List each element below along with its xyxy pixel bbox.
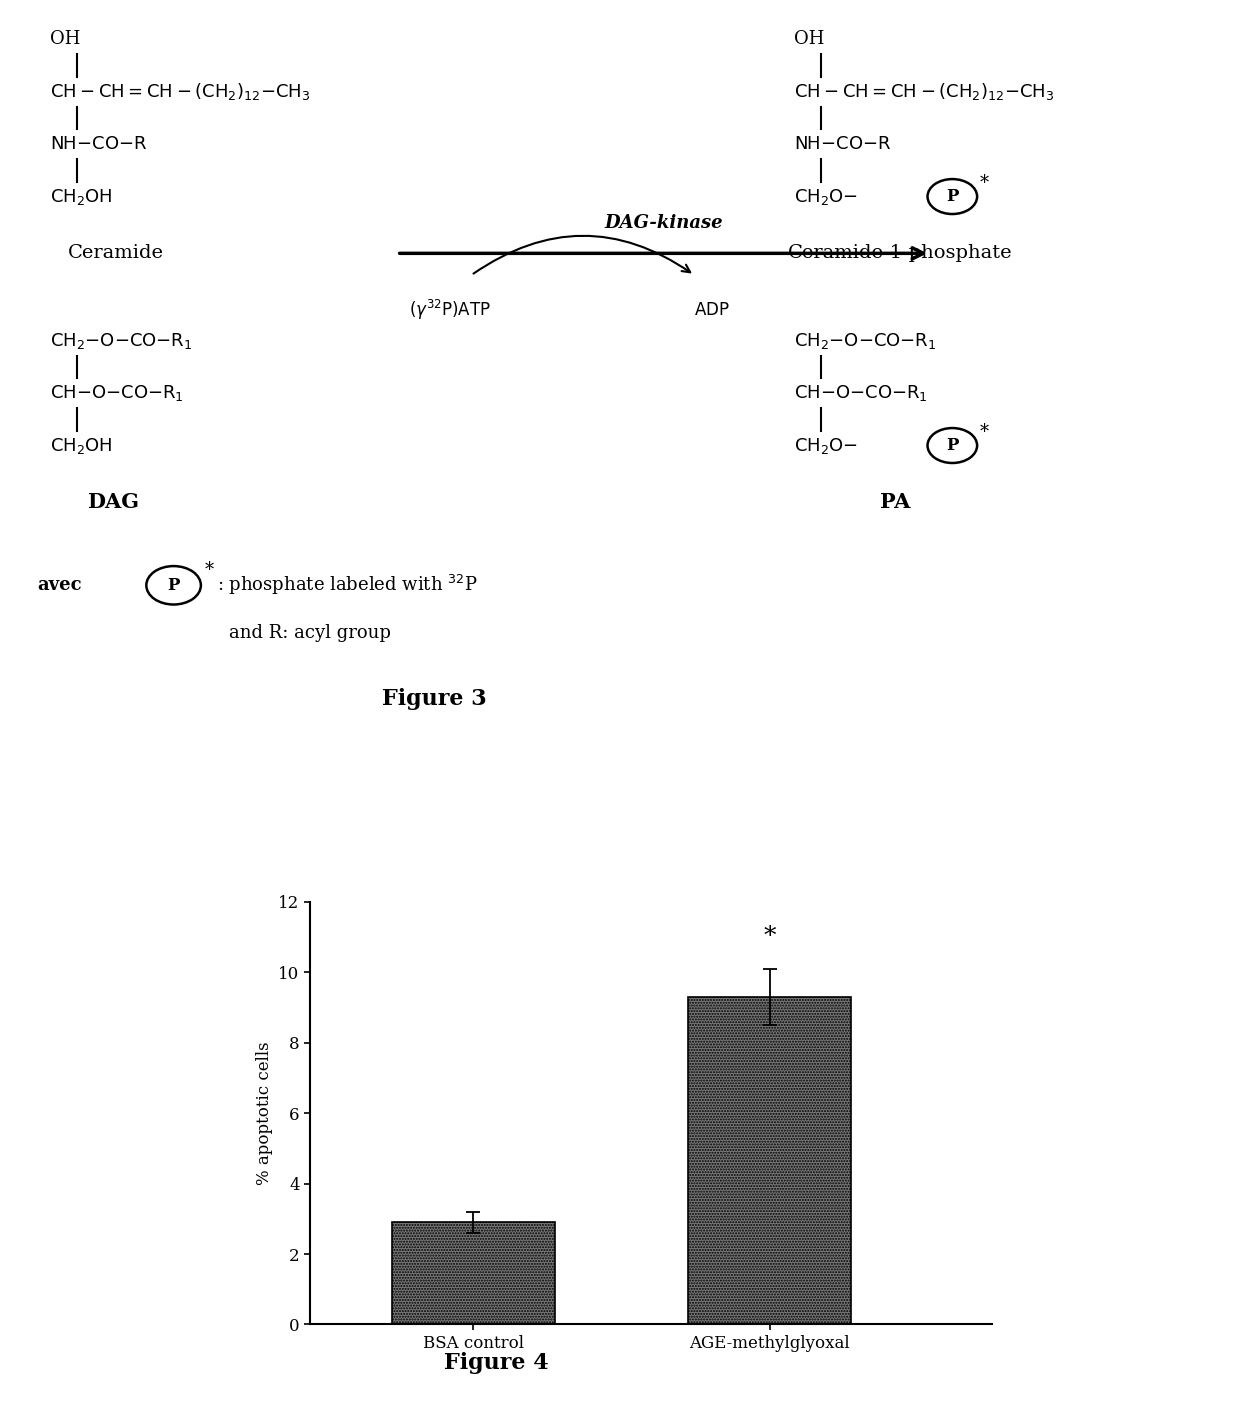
Text: $\mathsf{CH_2OH}$: $\mathsf{CH_2OH}$ [50,186,113,207]
Text: $\mathsf{NH{-}CO{-}R}$: $\mathsf{NH{-}CO{-}R}$ [50,135,146,154]
Text: OH: OH [50,31,79,48]
Y-axis label: % apoptotic cells: % apoptotic cells [255,1041,273,1185]
Text: $\mathsf{NH{-}CO{-}R}$: $\mathsf{NH{-}CO{-}R}$ [794,135,890,154]
Text: $\mathsf{CH-CH{=}CH-(CH_2)_{12}{-}CH_3}$: $\mathsf{CH-CH{=}CH-(CH_2)_{12}{-}CH_3}$ [794,82,1054,103]
Text: P: P [946,187,959,206]
Text: $\mathsf{CH_2O{-}}$: $\mathsf{CH_2O{-}}$ [794,186,858,207]
Text: PA: PA [880,492,910,513]
Text: : phosphate labeled with $^{32}$P: : phosphate labeled with $^{32}$P [217,573,477,597]
Text: *: * [764,924,776,947]
Text: OH: OH [794,31,823,48]
FancyArrowPatch shape [474,235,691,273]
Text: *: * [980,175,988,193]
Bar [392,1222,554,1324]
Bar [688,998,851,1324]
Text: Figure 3: Figure 3 [382,688,486,710]
Text: P: P [946,437,959,454]
Text: $\mathsf{CH_2{-}O{-}CO{-}R_1}$: $\mathsf{CH_2{-}O{-}CO{-}R_1}$ [794,331,936,351]
Text: avec: avec [37,576,82,595]
Text: DAG: DAG [87,492,139,513]
Text: $\mathsf{ADP}$: $\mathsf{ADP}$ [694,302,730,318]
Text: $(\gamma^{32}\mathsf{P})\mathsf{ATP}$: $(\gamma^{32}\mathsf{P})\mathsf{ATP}$ [409,299,491,323]
Text: Ceramide-1-phosphate: Ceramide-1-phosphate [787,244,1012,262]
Text: $\mathsf{CH-CH{=}CH-(CH_2)_{12}{-}CH_3}$: $\mathsf{CH-CH{=}CH-(CH_2)_{12}{-}CH_3}$ [50,82,310,103]
Text: $\mathsf{CH{-}O{-}CO{-}R_1}$: $\mathsf{CH{-}O{-}CO{-}R_1}$ [50,383,184,403]
Text: *: * [205,561,213,579]
Text: $\mathsf{CH_2OH}$: $\mathsf{CH_2OH}$ [50,435,113,455]
Text: $\mathsf{CH_2{-}O{-}CO{-}R_1}$: $\mathsf{CH_2{-}O{-}CO{-}R_1}$ [50,331,192,351]
Text: DAG-kinase: DAG-kinase [604,214,723,231]
Text: and R: acyl group: and R: acyl group [229,624,392,643]
Text: $\mathsf{CH{-}O{-}CO{-}R_1}$: $\mathsf{CH{-}O{-}CO{-}R_1}$ [794,383,928,403]
Text: *: * [980,424,988,441]
Text: Ceramide: Ceramide [68,244,164,262]
Text: P: P [167,576,180,593]
Text: $\mathsf{CH_2O{-}}$: $\mathsf{CH_2O{-}}$ [794,435,858,455]
Text: Figure 4: Figure 4 [444,1351,548,1374]
